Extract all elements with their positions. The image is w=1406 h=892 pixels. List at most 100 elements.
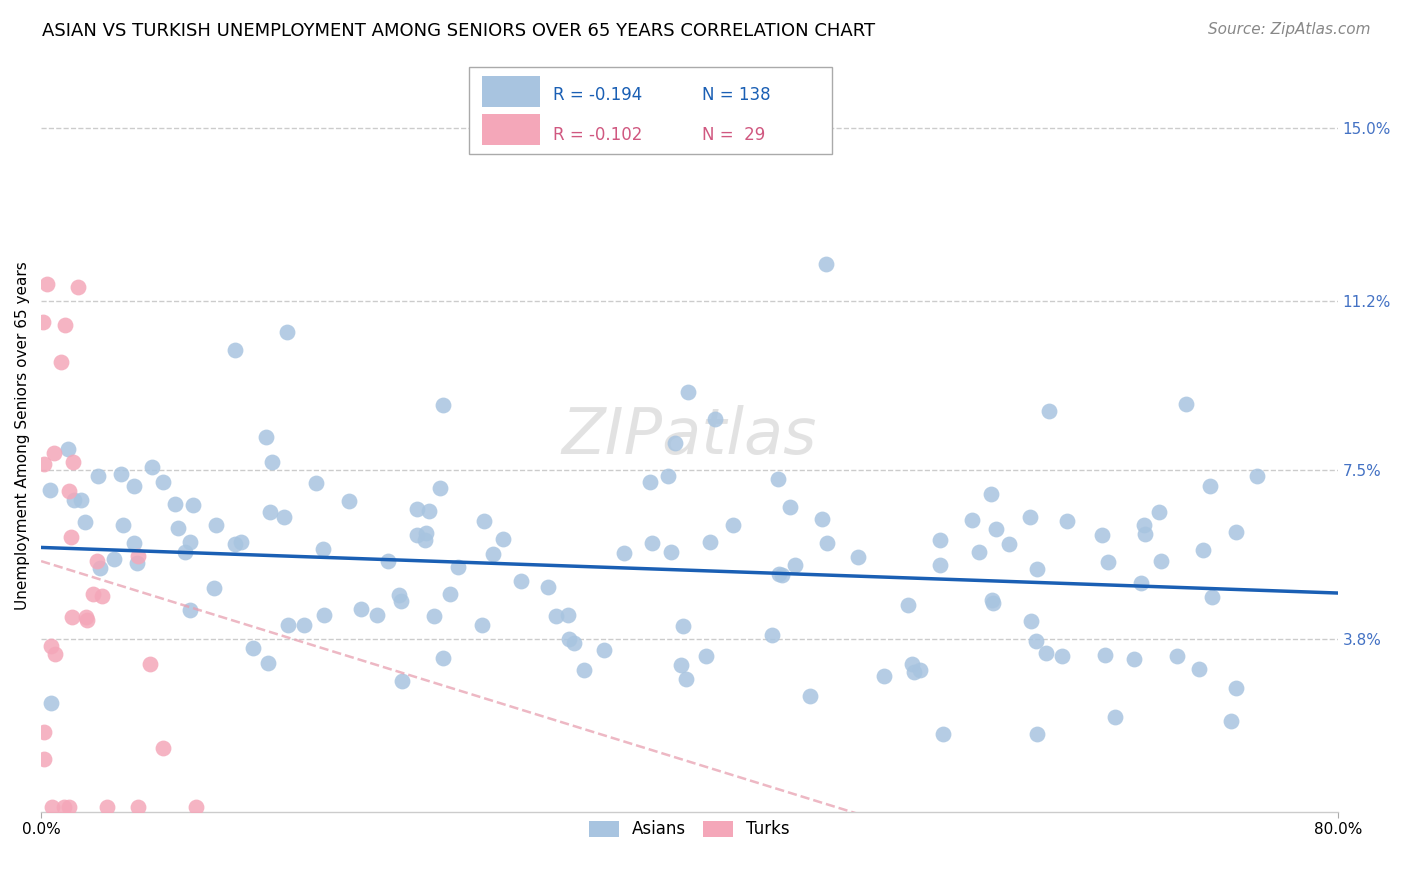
Point [44,648,66,662]
Point [1246,469,1268,483]
Text: Source: ZipAtlas.com: Source: ZipAtlas.com [1208,22,1371,37]
Point [413,533,436,547]
Point [91,589,114,603]
Point [908,664,931,678]
Point [1021,614,1043,628]
Point [509,574,531,588]
Point [932,727,955,741]
Point [770,568,793,582]
Point [179,603,201,617]
Point [103,551,125,566]
Point [110,467,132,482]
Point [657,469,679,483]
Point [86,554,108,568]
Point [1091,528,1114,542]
Text: N = 138: N = 138 [703,86,770,103]
Point [1056,514,1078,528]
Point [41,800,63,814]
Point [432,398,454,412]
Point [432,650,454,665]
Point [1052,649,1074,664]
Point [981,596,1004,610]
Point [141,460,163,475]
Point [704,412,727,426]
Point [174,545,197,559]
Point [39,639,62,653]
Point [815,536,838,550]
Bar [482,76,540,107]
Point [1129,575,1152,590]
Point [87,469,110,483]
Text: N =  29: N = 29 [703,126,766,144]
Y-axis label: Unemployment Among Seniors over 65 years: Unemployment Among Seniors over 65 years [15,261,30,610]
Legend: Asians, Turks: Asians, Turks [582,814,797,845]
Point [32,725,55,739]
Point [761,628,783,642]
Point [314,607,336,622]
Bar [482,114,540,145]
Point [67,280,90,294]
Point [257,656,280,670]
Point [768,567,790,582]
Point [111,518,134,533]
Point [152,740,174,755]
Point [492,533,515,547]
Point [60,530,83,544]
Point [277,617,299,632]
Point [439,587,461,601]
Point [574,663,596,677]
Point [1026,562,1049,576]
Point [811,512,834,526]
Point [613,546,636,560]
Point [472,514,495,528]
Point [482,547,505,561]
Point [664,436,686,450]
Point [1123,652,1146,666]
Point [418,504,440,518]
Point [1166,648,1188,663]
Point [49,355,72,369]
Point [73,515,96,529]
Point [127,549,149,563]
FancyBboxPatch shape [470,67,832,153]
Point [928,533,950,548]
Point [695,648,717,663]
Point [1018,509,1040,524]
Point [58,800,80,814]
Point [471,618,494,632]
Point [242,641,264,656]
Point [641,535,664,549]
Text: ZIPatlas: ZIPatlas [562,405,817,467]
Point [70,493,93,508]
Point [1104,710,1126,724]
Point [669,657,692,672]
Point [39,697,62,711]
Point [58,484,80,499]
Point [546,608,568,623]
Point [980,592,1002,607]
Point [181,498,204,512]
Point [254,430,277,444]
Point [1132,517,1154,532]
Point [929,558,952,573]
Point [901,657,924,672]
Point [1225,524,1247,539]
Point [350,601,373,615]
Text: ASIAN VS TURKISH UNEMPLOYMENT AMONG SENIORS OVER 65 YEARS CORRELATION CHART: ASIAN VS TURKISH UNEMPLOYMENT AMONG SENI… [42,22,876,40]
Point [1225,681,1247,695]
Point [406,502,429,516]
Point [699,534,721,549]
Point [1199,479,1222,493]
Point [447,560,470,574]
Point [960,512,983,526]
Point [89,561,111,575]
Point [562,636,585,650]
Point [779,500,801,515]
Point [423,608,446,623]
Point [312,541,335,556]
Point [967,545,990,559]
Point [62,609,84,624]
Point [224,536,246,550]
Point [1147,505,1170,519]
Point [31,315,53,329]
